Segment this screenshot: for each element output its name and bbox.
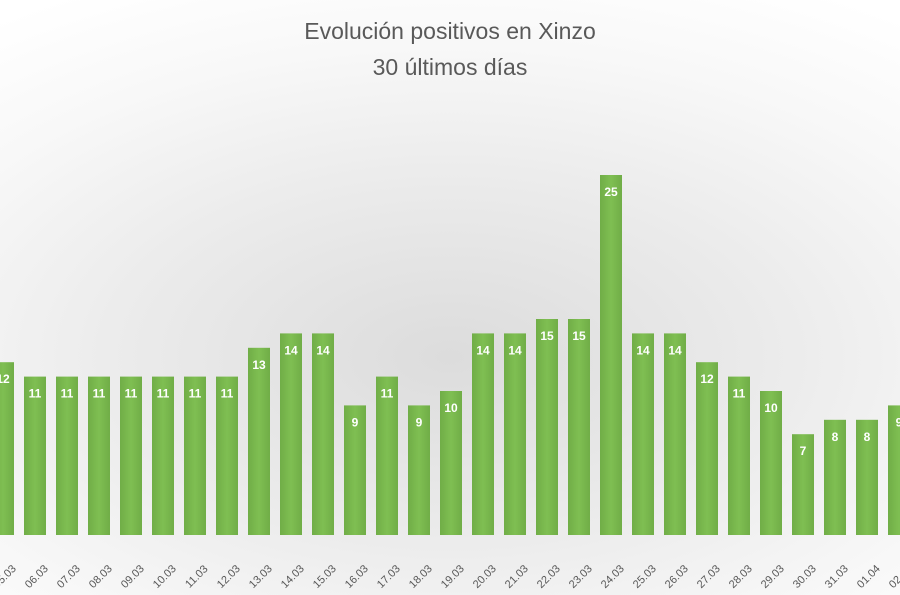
- tick-label-28.03: 28.03: [727, 563, 755, 591]
- tick-label-20.03: 20.03: [471, 563, 499, 591]
- tick-label-07.03: 07.03: [55, 563, 83, 591]
- data-label-27.03: 12: [700, 372, 714, 386]
- bars-group: [0, 175, 900, 535]
- data-label-01.04: 8: [864, 430, 871, 444]
- bar-25.03: [632, 333, 654, 535]
- data-label-25.03: 14: [636, 343, 650, 357]
- x-axis-tick-labels: 05.03 06.03 07.03 08.03 09.03 10.03 11.03 12.03…: [0, 563, 900, 591]
- bar-07.03: [56, 376, 78, 535]
- tick-label-27.03: 27.03: [695, 563, 723, 591]
- tick-label-14.03: 14.03: [279, 563, 307, 591]
- tick-label-19.03: 19.03: [439, 563, 467, 591]
- bar-13.03: [248, 347, 270, 535]
- bar-16.03: [344, 405, 366, 535]
- data-label-26.03: 14: [668, 343, 682, 357]
- bar-10.03: [152, 376, 174, 535]
- data-label-06.03: 11: [29, 387, 42, 401]
- bar-06.03: [24, 376, 46, 535]
- data-label-08.03: 11: [93, 387, 106, 401]
- bar-22.03: [536, 319, 558, 535]
- bar-24.03: [600, 175, 622, 535]
- tick-label-09.03: 09.03: [119, 563, 147, 591]
- chart-subtitle: 30 últimos días: [372, 54, 528, 80]
- bar-29.03: [760, 391, 782, 535]
- tick-label-06.03: 06.03: [23, 563, 51, 591]
- bar-20.03: [472, 333, 494, 535]
- chart-title: Evolución positivos en Xinzo: [304, 18, 596, 44]
- bar-28.03: [728, 376, 750, 535]
- data-label-20.03: 14: [476, 343, 490, 357]
- tick-label-26.03: 26.03: [663, 563, 691, 591]
- data-label-15.03: 14: [316, 343, 330, 357]
- data-label-11.03: 11: [189, 387, 202, 401]
- tick-label-31.03: 31.03: [823, 563, 851, 591]
- tick-label-11.03: 11.03: [183, 563, 210, 590]
- data-label-29.03: 10: [764, 401, 778, 415]
- data-label-09.03: 11: [125, 387, 138, 401]
- bar-27.03: [696, 362, 718, 535]
- bar-17.03: [376, 376, 398, 535]
- bar-30.03: [792, 434, 814, 535]
- tick-label-16.03: 16.03: [343, 563, 371, 591]
- bar-21.03: [504, 333, 526, 535]
- bar-31.03: [824, 419, 846, 535]
- tick-label-01.04: 01.04: [855, 563, 883, 591]
- data-label-23.03: 15: [572, 329, 586, 343]
- bar-26.03: [664, 333, 686, 535]
- bar-14.03: [280, 333, 302, 535]
- bar-05.03: [0, 362, 14, 535]
- tick-label-17.03: 17.03: [375, 563, 403, 591]
- tick-label-15.03: 15.03: [311, 563, 339, 591]
- data-label-05.03: 12: [0, 372, 10, 386]
- data-label-10.03: 11: [157, 387, 170, 401]
- bar-08.03: [88, 376, 110, 535]
- data-label-02.04: 9: [896, 415, 900, 429]
- tick-label-13.03: 13.03: [247, 563, 275, 591]
- data-labels-group: 12 11 11 11 11 11 11 11 13 14 14 9 11 9 10 14 14 15 15 25 14…: [0, 185, 900, 458]
- bar-15.03: [312, 333, 334, 535]
- tick-label-18.03: 18.03: [407, 563, 435, 591]
- tick-label-08.03: 08.03: [87, 563, 115, 591]
- tick-label-02.04: 02.04: [887, 563, 900, 591]
- data-label-24.03: 25: [604, 185, 618, 199]
- tick-label-12.03: 12.03: [215, 563, 243, 591]
- tick-label-30.03: 30.03: [791, 563, 819, 591]
- tick-label-23.03: 23.03: [567, 563, 595, 591]
- data-label-21.03: 14: [508, 343, 522, 357]
- bar-18.03: [408, 405, 430, 535]
- data-label-17.03: 11: [381, 387, 394, 401]
- data-label-12.03: 11: [221, 387, 234, 401]
- data-label-16.03: 9: [352, 415, 359, 429]
- data-label-14.03: 14: [284, 343, 298, 357]
- tick-label-22.03: 22.03: [535, 563, 563, 591]
- data-label-30.03: 7: [800, 444, 807, 458]
- data-label-22.03: 15: [540, 329, 554, 343]
- bar-11.03: [184, 376, 206, 535]
- bar-19.03: [440, 391, 462, 535]
- data-label-19.03: 10: [444, 401, 458, 415]
- bar-23.03: [568, 319, 590, 535]
- bar-09.03: [120, 376, 142, 535]
- bar-01.04: [856, 419, 878, 535]
- data-label-13.03: 13: [252, 358, 266, 372]
- data-label-28.03: 11: [733, 387, 746, 401]
- tick-label-21.03: 21.03: [503, 563, 531, 591]
- data-label-18.03: 9: [416, 415, 423, 429]
- tick-label-25.03: 25.03: [631, 563, 659, 591]
- tick-label-10.03: 10.03: [151, 563, 179, 591]
- bar-12.03: [216, 376, 238, 535]
- bar-02.04: [888, 405, 900, 535]
- tick-label-24.03: 24.03: [599, 563, 627, 591]
- data-label-31.03: 8: [832, 430, 839, 444]
- data-label-07.03: 11: [61, 387, 74, 401]
- tick-label-05.03: 05.03: [0, 563, 19, 591]
- tick-label-29.03: 29.03: [759, 563, 787, 591]
